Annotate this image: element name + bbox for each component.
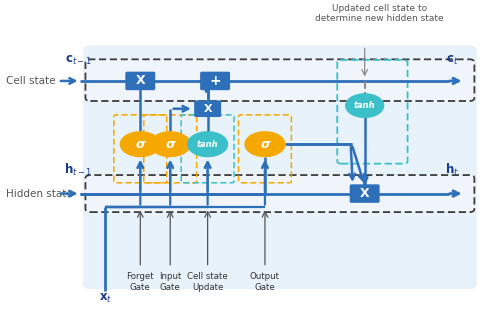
Text: Forget
Gate: Forget Gate [126,272,154,292]
Text: X: X [136,74,145,87]
Text: σ: σ [136,138,145,151]
FancyBboxPatch shape [86,175,474,212]
Circle shape [245,132,285,157]
FancyBboxPatch shape [83,46,477,289]
Text: +: + [210,74,221,88]
Circle shape [188,132,228,157]
Text: $\mathbf{h}_{t-1}$: $\mathbf{h}_{t-1}$ [64,162,92,178]
Text: σ: σ [260,138,270,151]
Text: X: X [204,104,212,114]
FancyBboxPatch shape [126,72,156,90]
Text: Output
Gate: Output Gate [250,272,280,292]
Text: Hidden state: Hidden state [6,188,72,199]
FancyBboxPatch shape [350,184,380,203]
Circle shape [150,132,190,157]
Text: Cell state
Update: Cell state Update [187,272,228,292]
Text: $\mathbf{c}_t$: $\mathbf{c}_t$ [446,54,458,67]
Text: Updated cell state to
determine new hidden state: Updated cell state to determine new hidd… [316,4,444,23]
Text: Cell state: Cell state [6,76,55,86]
Text: $\mathbf{x}_t$: $\mathbf{x}_t$ [99,292,112,305]
Text: tanh: tanh [197,140,218,149]
FancyBboxPatch shape [200,72,230,90]
Circle shape [346,94,384,117]
Text: Input
Gate: Input Gate [159,272,182,292]
Circle shape [120,132,160,157]
Text: $\mathbf{h}_t$: $\mathbf{h}_t$ [445,162,459,178]
Text: tanh: tanh [354,101,376,110]
Text: σ: σ [166,138,175,151]
FancyBboxPatch shape [86,59,474,101]
Text: $\mathbf{c}_{t-1}$: $\mathbf{c}_{t-1}$ [64,54,92,67]
Text: X: X [360,187,370,200]
FancyBboxPatch shape [194,100,221,117]
